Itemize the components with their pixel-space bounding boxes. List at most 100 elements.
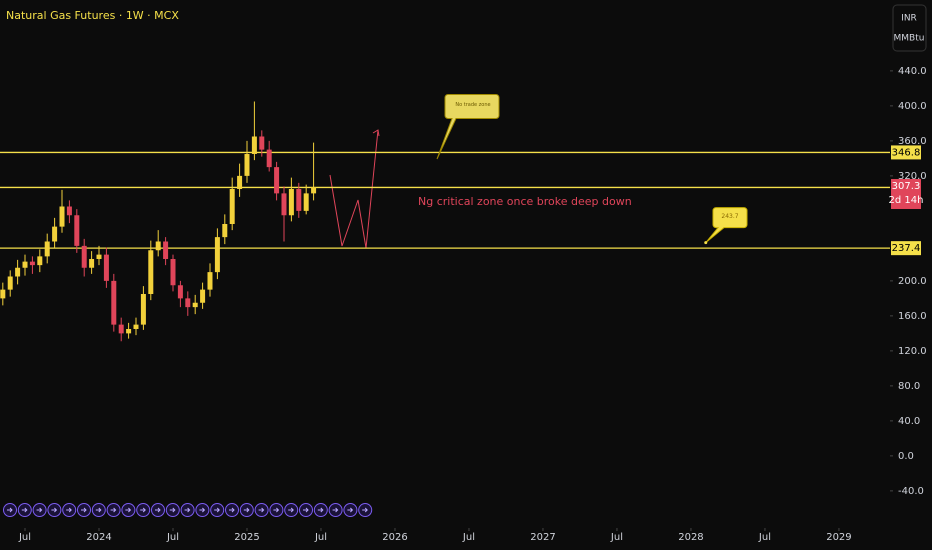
candle-body xyxy=(229,189,235,224)
chart-title: Natural Gas Futures · 1W · MCX xyxy=(6,9,179,22)
x-tick-label: 2028 xyxy=(678,532,703,543)
candle-body xyxy=(214,237,220,273)
y-tick-label: 0.0 xyxy=(898,451,914,462)
candle-body xyxy=(266,149,272,168)
candle-body xyxy=(192,302,198,308)
event-icon-glyph xyxy=(125,507,132,513)
candle-body xyxy=(22,261,28,268)
currency[interactable]: INR xyxy=(901,14,917,24)
event-icon-glyph xyxy=(258,507,265,513)
event-icon-glyph xyxy=(288,507,294,513)
unit[interactable]: MMBtu xyxy=(894,34,925,44)
event-icon-glyph xyxy=(362,507,368,513)
candle-body xyxy=(177,285,183,299)
candle-body xyxy=(66,206,72,216)
candle-body xyxy=(81,245,87,268)
y-tick-label: 40.0 xyxy=(898,416,920,427)
candle-body xyxy=(37,256,43,266)
x-tick-label: 2025 xyxy=(234,532,259,543)
candle-body xyxy=(118,324,124,334)
event-icon-glyph xyxy=(303,507,309,513)
x-tick-label: 2027 xyxy=(530,532,555,543)
x-tick-label: Jul xyxy=(166,532,179,543)
y-tick-label: -40.0 xyxy=(898,486,924,497)
unit-box[interactable] xyxy=(892,4,927,52)
candle-body xyxy=(148,250,154,294)
candle-body xyxy=(170,259,176,286)
candle-body xyxy=(52,226,58,242)
candle-body xyxy=(74,215,80,246)
y-tick-label: 160.0 xyxy=(898,311,927,322)
event-icon-glyph xyxy=(51,507,58,513)
candle-body xyxy=(296,189,302,211)
candle-body xyxy=(15,267,21,277)
event-icon-glyph xyxy=(199,507,206,513)
last-price-label: 307.3 xyxy=(892,181,921,192)
candle-body xyxy=(44,241,50,257)
event-icons xyxy=(3,503,373,517)
candle-body xyxy=(207,272,213,290)
candle-body xyxy=(96,254,102,259)
candle-body xyxy=(303,193,309,211)
callout-text: No trade zone xyxy=(455,102,490,108)
candle-body xyxy=(200,289,206,303)
candle-body xyxy=(274,167,280,194)
candle-body xyxy=(7,276,13,290)
candle-body xyxy=(133,324,139,329)
event-icon-glyph xyxy=(243,507,250,513)
projection-path xyxy=(329,129,379,249)
level-label-bg xyxy=(891,145,921,160)
last-price-bg xyxy=(891,178,921,209)
candle-body xyxy=(29,261,35,266)
x-tick-label: Jul xyxy=(610,532,623,543)
x-tick-label: Jul xyxy=(462,532,475,543)
y-tick-label: 400.0 xyxy=(898,101,927,112)
x-tick-label: 2026 xyxy=(382,532,407,543)
level-label: 346.8 xyxy=(892,147,921,158)
event-icon-glyph xyxy=(332,507,339,513)
event-icon-glyph xyxy=(81,507,87,513)
annotation: Ng critical zone once broke deep down xyxy=(418,195,632,208)
event-icon-glyph xyxy=(21,507,28,513)
candle-body xyxy=(222,224,228,238)
y-tick-label: 120.0 xyxy=(898,346,927,357)
candle-body xyxy=(155,241,161,251)
event-icon-glyph xyxy=(273,507,280,513)
y-tick-label: 200.0 xyxy=(898,276,927,287)
x-tick-label: Jul xyxy=(758,532,771,543)
callout-bubble xyxy=(436,94,500,160)
candle-body xyxy=(185,298,191,308)
event-icon-glyph xyxy=(95,507,102,513)
candle-body xyxy=(59,206,65,227)
candle-body xyxy=(288,189,294,216)
candle-body xyxy=(89,259,95,268)
level-label: 237.4 xyxy=(892,243,921,254)
y-tick-label: 80.0 xyxy=(898,381,920,392)
candle-body xyxy=(251,136,257,154)
candle-body xyxy=(237,175,243,189)
callout-text: 243.7 xyxy=(721,213,738,220)
candle-body xyxy=(259,136,265,150)
event-icon-glyph xyxy=(214,507,220,513)
y-tick-label: 320.0 xyxy=(898,171,927,182)
candle-body xyxy=(126,329,132,334)
candle-body xyxy=(111,280,117,325)
event-icon-glyph xyxy=(317,507,324,513)
event-icon-glyph xyxy=(347,507,354,513)
event-icon-glyph xyxy=(7,507,13,513)
candle-body xyxy=(311,186,317,194)
event-icon-glyph xyxy=(110,507,117,513)
candle-body xyxy=(163,241,169,259)
level-label-bg xyxy=(891,241,921,256)
event-icon-glyph xyxy=(36,507,43,513)
candle-body xyxy=(103,254,109,281)
candle-body xyxy=(140,294,146,325)
callout-bubble xyxy=(705,207,748,244)
candle-body xyxy=(281,193,287,216)
event-icon-glyph xyxy=(169,507,176,513)
event-icon-glyph xyxy=(229,507,235,513)
y-tick-label: 360.0 xyxy=(898,136,927,147)
